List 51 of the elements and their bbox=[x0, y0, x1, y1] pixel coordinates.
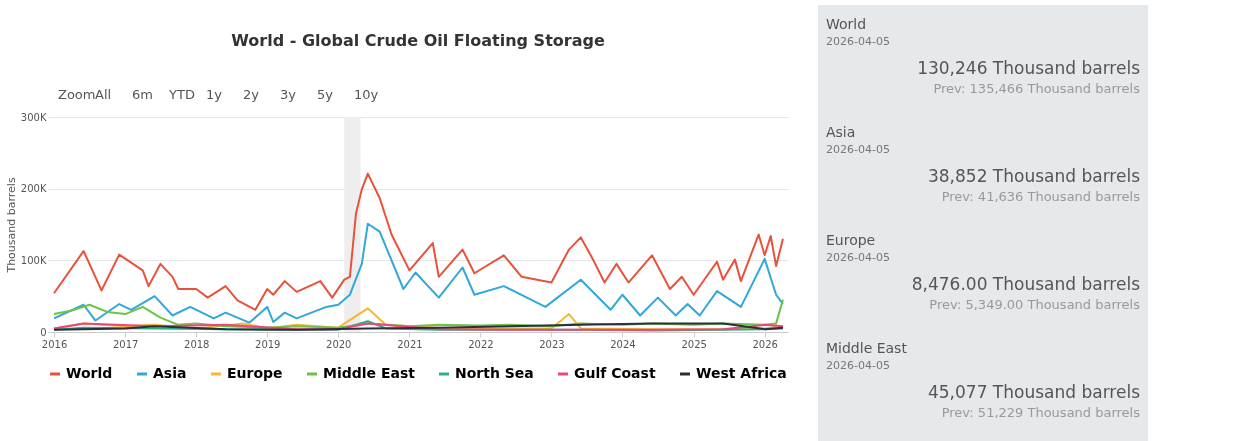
text: Zoom bbox=[58, 87, 96, 102]
text: All bbox=[95, 87, 112, 102]
text: 8,476.00 Thousand barrels bbox=[911, 274, 1141, 294]
text: 2026-04-05 bbox=[826, 143, 890, 156]
legend-label: Middle East bbox=[323, 365, 416, 381]
text: Prev: 51,229 Thousand barrels bbox=[941, 405, 1141, 420]
text: 38,852 Thousand barrels bbox=[927, 166, 1141, 186]
text: 45,077 Thousand barrels bbox=[927, 382, 1141, 402]
x-tick-label: 2021 bbox=[397, 338, 423, 350]
text: 2026-04-05 bbox=[826, 251, 890, 264]
y-tick-label: 0 bbox=[40, 326, 47, 338]
text: 2026-04-05 bbox=[826, 35, 890, 48]
legend-label: West Africa bbox=[696, 365, 787, 381]
text: 10y bbox=[354, 87, 379, 102]
text: Asia bbox=[826, 124, 856, 140]
text: Prev: 41,636 Thousand barrels bbox=[941, 189, 1141, 204]
text: 3y bbox=[280, 87, 297, 102]
chart-title: World - Global Crude Oil Floating Storage bbox=[231, 31, 605, 50]
y-axis-title: Thousand barrels bbox=[4, 177, 18, 274]
text: 2026-04-05 bbox=[826, 359, 890, 372]
text: YTD bbox=[168, 87, 195, 102]
y-tick-label: 200K bbox=[20, 183, 47, 195]
text: Middle East bbox=[826, 340, 908, 356]
text: 1y bbox=[206, 87, 223, 102]
x-tick-label: 2018 bbox=[184, 338, 210, 350]
x-tick-label: 2020 bbox=[326, 338, 352, 350]
text: 5y bbox=[317, 87, 334, 102]
x-tick-label: 2022 bbox=[468, 338, 494, 350]
line-series bbox=[53, 222, 784, 324]
text: Europe bbox=[826, 232, 876, 248]
x-tick-label: 2023 bbox=[539, 338, 565, 350]
x-tick-label: 2019 bbox=[255, 338, 281, 350]
x-tick-label: 2024 bbox=[610, 338, 636, 350]
x-tick-label: 2017 bbox=[113, 338, 139, 350]
legend-label: North Sea bbox=[455, 365, 534, 381]
text: Prev: 5,349.00 Thousand barrels bbox=[929, 297, 1141, 312]
text: World bbox=[826, 16, 867, 32]
x-tick-label: 2025 bbox=[681, 338, 707, 350]
line-series bbox=[53, 172, 784, 311]
legend-label: Gulf Coast bbox=[574, 365, 656, 381]
text: 6m bbox=[132, 87, 153, 102]
y-tick-label: 300K bbox=[20, 111, 47, 123]
text: Prev: 135,466 Thousand barrels bbox=[933, 81, 1141, 96]
legend-label: Asia bbox=[153, 365, 187, 381]
legend-label: World bbox=[66, 365, 113, 381]
y-tick-label: 100K bbox=[20, 254, 47, 266]
x-tick-label: 2026 bbox=[752, 338, 778, 350]
x-tick-label: 2016 bbox=[41, 338, 68, 350]
text: 2y bbox=[243, 87, 260, 102]
legend-label: Europe bbox=[227, 365, 283, 381]
text: 130,246 Thousand barrels bbox=[917, 58, 1141, 78]
